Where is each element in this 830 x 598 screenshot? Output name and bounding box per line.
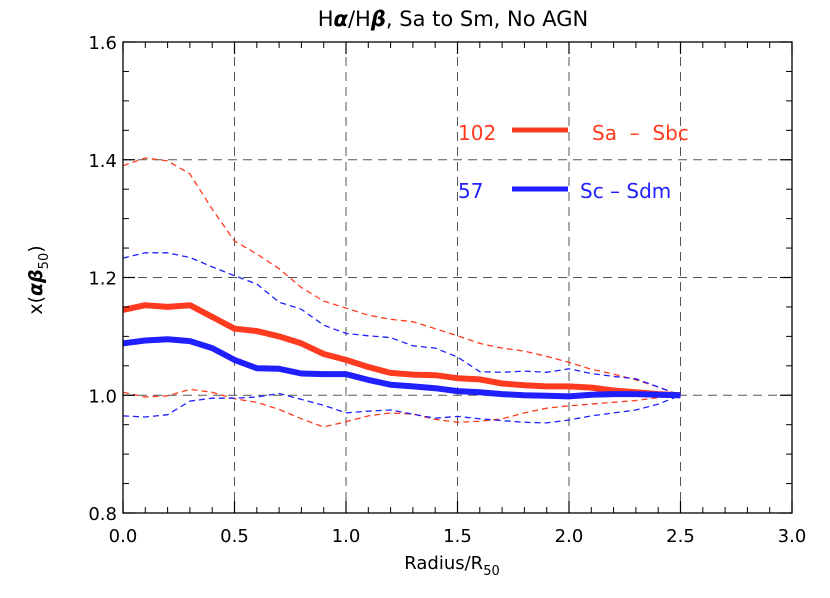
data-point-sa-sbc [256, 330, 258, 332]
data-point-sc-sdm [211, 347, 213, 349]
grid-lines [123, 42, 792, 513]
x-axis-label-subscript: 50 [483, 564, 500, 579]
data-point-sc-sdm [434, 387, 436, 389]
median-line-sa-sbc [122, 302, 681, 399]
data-point-sc-sdm [390, 384, 392, 386]
y-axis-label-suffix: ) [25, 245, 47, 252]
legend-count-sa-sbc: 102 [458, 121, 496, 145]
y-tick-label: 1.2 [88, 269, 117, 290]
data-point-sa-sbc [412, 374, 414, 376]
y-tick-label: 1.6 [88, 33, 117, 54]
data-point-sa-sbc [367, 366, 369, 368]
data-point-sa-sbc [234, 328, 235, 330]
data-point-sa-sbc [189, 304, 191, 306]
upper-envelope-sc-sdm [122, 252, 681, 396]
y-axis-label-prefix: x( [25, 296, 47, 315]
data-point-sa-sbc [345, 359, 347, 361]
x-tick-label: 0.0 [109, 526, 138, 547]
y-axis-label-greek: αβ [25, 269, 47, 296]
x-tick-label: 1.5 [443, 526, 472, 547]
data-point-sc-sdm [546, 395, 548, 397]
lower-envelope-sc-sdm [122, 392, 681, 424]
x-axis-label-main: Radius/R [404, 553, 483, 574]
median-line-sc-sdm [122, 336, 681, 400]
data-point-sc-sdm [412, 385, 414, 387]
data-point-sa-sbc [211, 316, 213, 318]
data-point-sa-sbc [390, 372, 392, 374]
data-point-sc-sdm [568, 395, 570, 397]
data-point-sa-sbc [323, 353, 325, 355]
y-tick-label: 1.0 [88, 386, 117, 407]
data-point-sc-sdm [345, 373, 347, 375]
tick-labels: 0.0 0.5 1.0 1.5 2.0 2.5 3.0 0.8 1.0 1.2 1.4 1.6 [88, 33, 806, 547]
upper-envelope-sa-sbc [122, 157, 681, 396]
data-point-sa-sbc [457, 377, 458, 379]
data-point-sa-sbc [300, 342, 302, 344]
data-point-sc-sdm [144, 339, 146, 341]
x-tick-label: 2.5 [666, 526, 695, 547]
data-point-sc-sdm [167, 338, 169, 340]
data-point-sc-sdm [189, 340, 191, 342]
x-tick-label: 0.5 [220, 526, 249, 547]
y-axis-label-subscript: 50 [37, 253, 52, 270]
data-point-sa-sbc [144, 304, 146, 306]
data-point-sc-sdm [523, 394, 525, 396]
legend: 102 Sa – Sbc 57 Sc – Sdm [458, 121, 689, 203]
data-point-sa-sbc [546, 385, 548, 387]
plot-axes [122, 41, 793, 514]
median-lines [122, 302, 681, 400]
legend-entry-sa-sbc: 102 Sa – Sbc [458, 121, 689, 145]
y-tick-label: 1.4 [88, 151, 117, 172]
y-tick-label: 0.8 [88, 504, 117, 525]
data-point-sa-sbc [278, 335, 280, 337]
x-tick-label: 2.0 [555, 526, 584, 547]
data-point-sc-sdm [323, 373, 325, 375]
data-point-sa-sbc [613, 390, 615, 392]
envelope-lines [122, 157, 681, 428]
data-point-sc-sdm [680, 394, 681, 396]
data-point-sa-sbc [434, 374, 436, 376]
title-beta: β [370, 7, 386, 31]
data-point-sa-sbc [479, 378, 481, 380]
x-tick-label: 1.0 [332, 526, 361, 547]
lower-envelope-sa-sbc [122, 388, 681, 428]
data-point-sc-sdm [479, 391, 481, 393]
legend-label-sc-sdm: Sc – Sdm [580, 179, 671, 203]
title-alpha: α [334, 7, 349, 31]
title-rest: , Sa to Sm, No AGN [386, 7, 588, 31]
x-axis-label: Radius/R50 [404, 553, 499, 579]
data-point-sc-sdm [501, 393, 503, 395]
data-point-sc-sdm [657, 394, 659, 396]
data-point-sc-sdm [300, 372, 302, 374]
legend-count-sc-sdm: 57 [458, 179, 483, 203]
data-point-sa-sbc [590, 387, 592, 389]
tick-marks [122, 41, 793, 514]
legend-label-sa-sbc: Sa – Sbc [592, 121, 689, 145]
data-point-sa-sbc [568, 385, 570, 387]
data-point-sc-sdm [613, 393, 615, 395]
x-tick-label: 3.0 [778, 526, 807, 547]
data-point-sa-sbc [501, 382, 503, 384]
data-point-sc-sdm [590, 394, 592, 396]
data-point-sa-sbc [167, 306, 169, 308]
title-h1: H [318, 7, 334, 31]
data-point-sc-sdm [457, 390, 458, 392]
title-h2: /H [348, 7, 371, 31]
data-point-sc-sdm [278, 368, 280, 370]
data-point-sa-sbc [523, 384, 525, 386]
data-point-sc-sdm [234, 359, 235, 361]
data-point-sc-sdm [367, 379, 369, 381]
data-point-sc-sdm [256, 367, 258, 369]
chart-title: Hα/Hβ, Sa to Sm, No AGN [318, 7, 589, 31]
data-point-sc-sdm [635, 393, 637, 395]
y-axis-label: x(αβ50) [25, 245, 52, 314]
legend-entry-sc-sdm: 57 Sc – Sdm [458, 179, 671, 203]
